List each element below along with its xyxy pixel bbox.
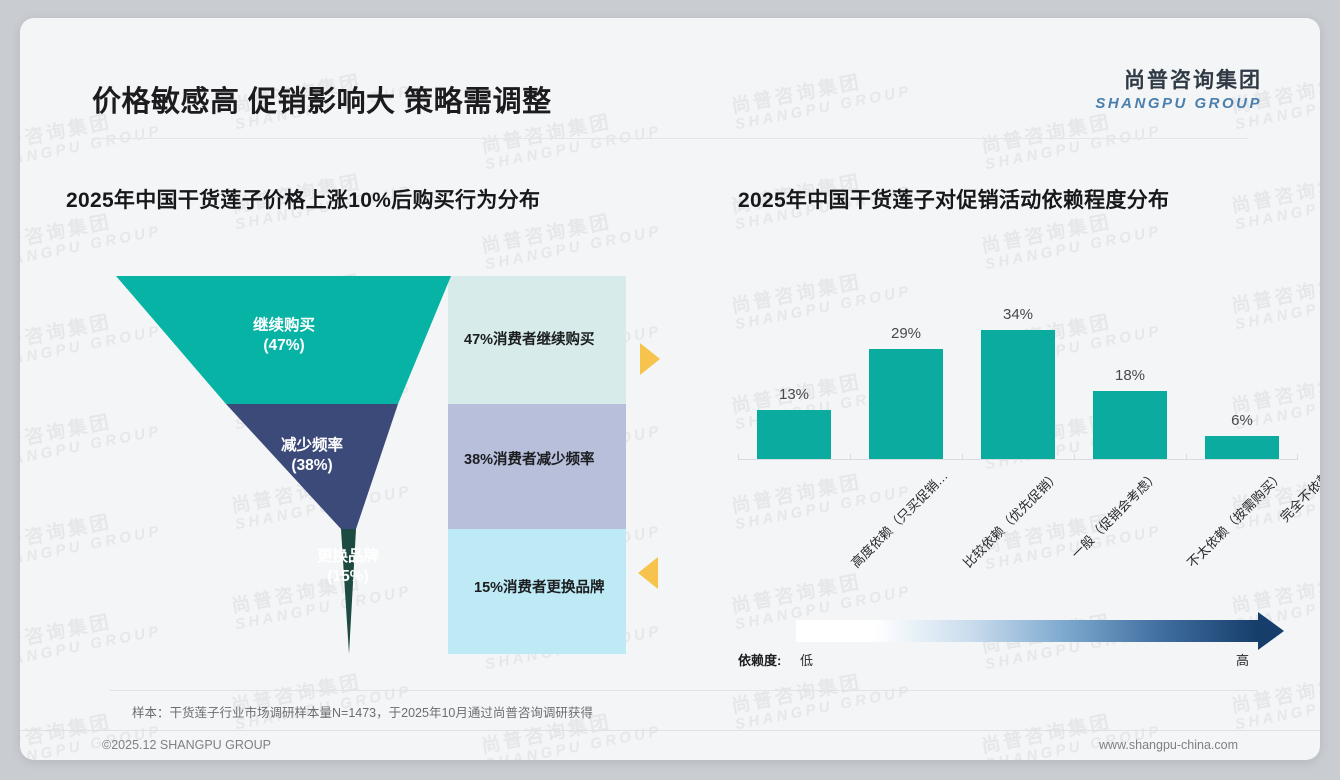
axis-tick	[1074, 454, 1075, 460]
left-chart-title: 2025年中国干货莲子价格上涨10%后购买行为分布	[66, 189, 541, 212]
bar[interactable]	[1205, 436, 1279, 459]
bar-value-label: 34%	[1002, 306, 1034, 323]
bar-column[interactable]: 18%	[1093, 367, 1167, 459]
triangle-left-icon	[638, 557, 658, 589]
legend-high-label: 高	[1236, 653, 1250, 668]
header-divider	[92, 138, 1248, 139]
bar[interactable]	[869, 349, 943, 459]
funnel-chart: 继续购买 (47%) 47%消费者继续购买 减少频率 (38%) 38%消费者减少频率 更换…	[116, 276, 626, 654]
funnel-stage-shape	[341, 529, 356, 654]
funnel-stage-note: 38%消费者减少频率	[464, 452, 595, 468]
funnel-note-band	[448, 276, 626, 404]
axis-tick	[850, 454, 851, 460]
bar-column[interactable]: 34%	[981, 306, 1055, 459]
bar-value-label: 18%	[1114, 367, 1146, 384]
legend-low-label: 低	[800, 653, 814, 668]
footer-divider	[20, 730, 1320, 731]
funnel-stage-note: 47%消费者继续购买	[464, 332, 595, 348]
triangle-right-icon	[640, 343, 660, 375]
axis-tick	[738, 454, 739, 460]
x-axis-label: 比较依赖（优先促销）	[960, 468, 1063, 571]
bar-value-label: 29%	[890, 325, 922, 342]
funnel-stage-shape	[226, 404, 398, 529]
sample-footnote: 样本：干货莲子行业市场调研样本量N=1473，于2025年10月通过尚普咨询调研…	[132, 706, 593, 720]
axis-tick	[1186, 454, 1187, 460]
x-axis-label: 一般（促销会考虑）	[1068, 468, 1162, 562]
bar[interactable]	[981, 330, 1055, 459]
brand-logo: 尚普咨询集团 SHANGPU GROUP	[1095, 64, 1262, 112]
funnel-stage-shape	[116, 276, 451, 404]
gradient-bar	[796, 620, 1258, 642]
bar-value-label: 6%	[1231, 412, 1253, 429]
funnel-note-band	[448, 404, 626, 529]
arrow-right-icon	[1258, 612, 1284, 650]
footer-copyright: ©2025.12 SHANGPU GROUP	[102, 738, 271, 752]
x-axis-label: 不太依赖（按需购买）	[1184, 468, 1287, 571]
right-chart-title: 2025年中国干货莲子对促销活动依赖程度分布	[738, 189, 1170, 212]
funnel-shapes	[116, 276, 626, 654]
bar-column[interactable]: 6%	[1205, 412, 1279, 459]
dependency-gradient-legend: 依赖度: 低 高	[738, 612, 1298, 674]
axis-tick	[962, 454, 963, 460]
logo-text-cn: 尚普咨询集团	[1124, 69, 1262, 92]
dependency-bar-chart: 13% 29% 34% 18% 6%	[738, 280, 1298, 460]
slide-header: 价格敏感高 促销影响大 策略需调整 尚普咨询集团 SHANGPU GROUP	[20, 18, 1320, 139]
x-axis-label: 高度依赖（只买促销…	[848, 468, 951, 571]
bar-value-label: 13%	[778, 386, 810, 403]
bar-column[interactable]: 13%	[757, 386, 831, 459]
footer-website: www.shangpu-china.com	[1099, 738, 1238, 752]
bar-column[interactable]: 29%	[869, 325, 943, 459]
bar[interactable]	[1093, 391, 1167, 459]
slide-card: 尚普咨询集团 SHANGPU GROUP 尚普咨询集团 SHANGPU GROUP 尚普…	[20, 18, 1320, 760]
bar[interactable]	[757, 410, 831, 459]
page-title: 价格敏感高 促销影响大 策略需调整	[92, 86, 552, 118]
x-axis-line	[738, 459, 1298, 460]
funnel-stage-note: 15%消费者更换品牌	[474, 580, 605, 596]
axis-tick	[1297, 454, 1298, 460]
logo-text-en: SHANGPU GROUP	[1095, 95, 1262, 112]
legend-caption: 依赖度:	[738, 653, 782, 668]
footnote-divider	[110, 690, 1258, 691]
funnel-note-band	[448, 529, 626, 654]
